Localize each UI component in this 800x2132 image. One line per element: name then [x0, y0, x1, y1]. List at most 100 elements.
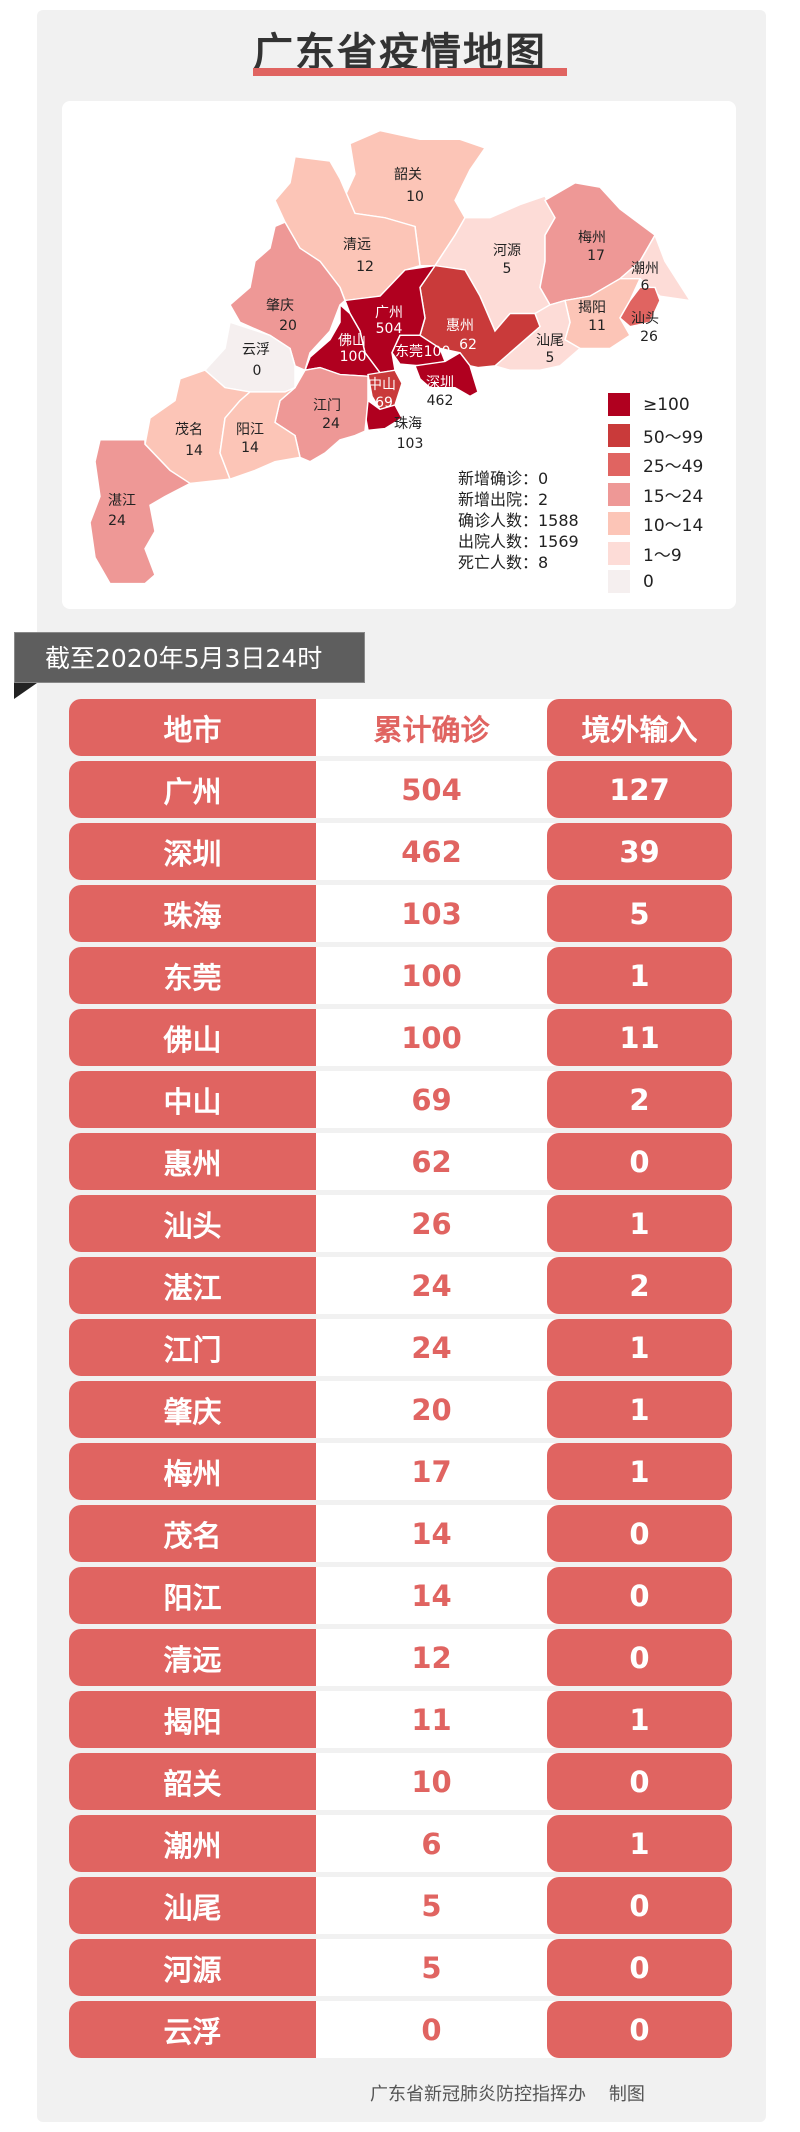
table-row: 湛江 24 2 [69, 1257, 732, 1314]
confirmed-cell: 5 [316, 1877, 547, 1934]
imported-cell: 1 [547, 1381, 732, 1438]
region-name-label: 佛山 [338, 333, 366, 349]
imported-cell: 1 [547, 1815, 732, 1872]
map-card: 韶关 10 清远 12 河源 5 梅州 17 潮州 6 揭阳 11 汕头 26 汕尾 5 惠州 62 广州 504 佛山… [62, 101, 736, 609]
summary-stats: 新增确诊：0 新增出院：2 确诊人数：1588 出院人数：1569 死亡人数：8 [458, 468, 579, 573]
legend-item: 10～14 [608, 511, 703, 536]
region-name-label: 茂名 [175, 421, 203, 438]
stat-line: 死亡人数：8 [458, 553, 549, 572]
imported-cell: 0 [547, 1133, 732, 1190]
city-cell: 清远 [69, 1629, 316, 1686]
table-row: 中山 69 2 [69, 1071, 732, 1128]
table-row: 东莞 100 1 [69, 947, 732, 1004]
city-cell: 肇庆 [69, 1381, 316, 1438]
table-row: 梅州 17 1 [69, 1443, 732, 1500]
region-value-label: 69 [375, 395, 393, 411]
city-cell: 东莞 [69, 947, 316, 1004]
stat-line: 出院人数：1569 [458, 532, 579, 551]
table-header: 地市 累计确诊 境外输入 [69, 699, 732, 756]
map-region[interactable] [89, 439, 192, 585]
map-region[interactable] [219, 387, 301, 480]
confirmed-cell: 20 [316, 1381, 547, 1438]
confirmed-cell: 0 [316, 2001, 547, 2058]
region-value-label: 11 [588, 318, 606, 334]
imported-cell: 0 [547, 1939, 732, 1996]
region-name-label: 深圳 [426, 375, 454, 391]
table-row: 佛山 100 11 [69, 1009, 732, 1066]
map-region[interactable] [229, 221, 346, 372]
imported-cell: 1 [547, 1195, 732, 1252]
region-name-label: 梅州 [578, 230, 606, 246]
legend-item: 15～24 [608, 482, 703, 507]
city-cell: 中山 [69, 1071, 316, 1128]
city-cell: 珠海 [69, 885, 316, 942]
map-region[interactable] [619, 286, 661, 328]
imported-cell: 5 [547, 885, 732, 942]
region-name-label: 云浮 [242, 342, 270, 358]
region-value-label: 14 [241, 440, 259, 456]
region-value-label: 462 [427, 393, 454, 409]
legend-swatch [608, 570, 630, 593]
confirmed-cell: 6 [316, 1815, 547, 1872]
banner-fold [14, 683, 37, 699]
city-cell: 河源 [69, 1939, 316, 1996]
legend-label: 0 [643, 571, 654, 592]
confirmed-cell: 14 [316, 1505, 547, 1562]
region-name-label: 东莞 [395, 344, 423, 360]
region-value-label: 14 [185, 443, 203, 459]
confirmed-cell: 26 [316, 1195, 547, 1252]
region-value-label: 12 [356, 259, 374, 275]
region-value-label: 103 [397, 436, 424, 452]
city-cell: 佛山 [69, 1009, 316, 1066]
city-cell: 湛江 [69, 1257, 316, 1314]
table-row: 茂名 14 0 [69, 1505, 732, 1562]
region-name-label: 阳江 [236, 422, 264, 438]
confirmed-cell: 62 [316, 1133, 547, 1190]
stat-line: 新增出院：2 [458, 490, 549, 509]
region-value-label: 24 [322, 416, 340, 432]
legend-label: 10～14 [643, 516, 704, 536]
confirmed-cell: 11 [316, 1691, 547, 1748]
city-cell: 云浮 [69, 2001, 316, 2058]
region-value-label: 24 [108, 513, 126, 529]
stat-line: 确诊人数：1588 [458, 511, 579, 530]
legend-item: 50～99 [608, 423, 703, 448]
confirmed-cell: 24 [316, 1257, 547, 1314]
table-row: 深圳 462 39 [69, 823, 732, 880]
city-cell: 茂名 [69, 1505, 316, 1562]
table-row: 惠州 62 0 [69, 1133, 732, 1190]
legend-swatch [608, 453, 630, 476]
stat-line: 新增确诊：0 [458, 469, 549, 488]
title-underline [253, 68, 567, 76]
table-row: 河源 5 0 [69, 1939, 732, 1996]
header-confirmed: 累计确诊 [316, 699, 547, 756]
legend-swatch [608, 393, 630, 416]
table-row: 云浮 0 0 [69, 2001, 732, 2058]
map-region[interactable] [414, 351, 479, 398]
table-row: 珠海 103 5 [69, 885, 732, 942]
imported-cell: 0 [547, 1567, 732, 1624]
region-name-label: 珠海 [394, 416, 422, 432]
region-name-label: 潮州 [631, 261, 659, 277]
as-of-banner: 截至2020年5月3日24时 [14, 632, 365, 683]
city-cell: 江门 [69, 1319, 316, 1376]
city-cell: 阳江 [69, 1567, 316, 1624]
legend-item: 1～9 [608, 541, 682, 566]
confirmed-cell: 24 [316, 1319, 547, 1376]
city-cell: 汕头 [69, 1195, 316, 1252]
region-name-label: 中山 [368, 377, 396, 393]
region-name-label: 湛江 [108, 493, 136, 509]
table-row: 潮州 6 1 [69, 1815, 732, 1872]
imported-cell: 1 [547, 1319, 732, 1376]
table-row: 广州 504 127 [69, 761, 732, 818]
region-name-label: 广州 [375, 305, 403, 321]
region-name-label: 汕头 [631, 311, 659, 327]
region-value-label: 100 [424, 344, 451, 360]
header-city: 地市 [69, 699, 316, 756]
city-cell: 潮州 [69, 1815, 316, 1872]
city-cell: 揭阳 [69, 1691, 316, 1748]
region-value-label: 0 [253, 363, 262, 379]
imported-cell: 0 [547, 1505, 732, 1562]
imported-cell: 0 [547, 1877, 732, 1934]
